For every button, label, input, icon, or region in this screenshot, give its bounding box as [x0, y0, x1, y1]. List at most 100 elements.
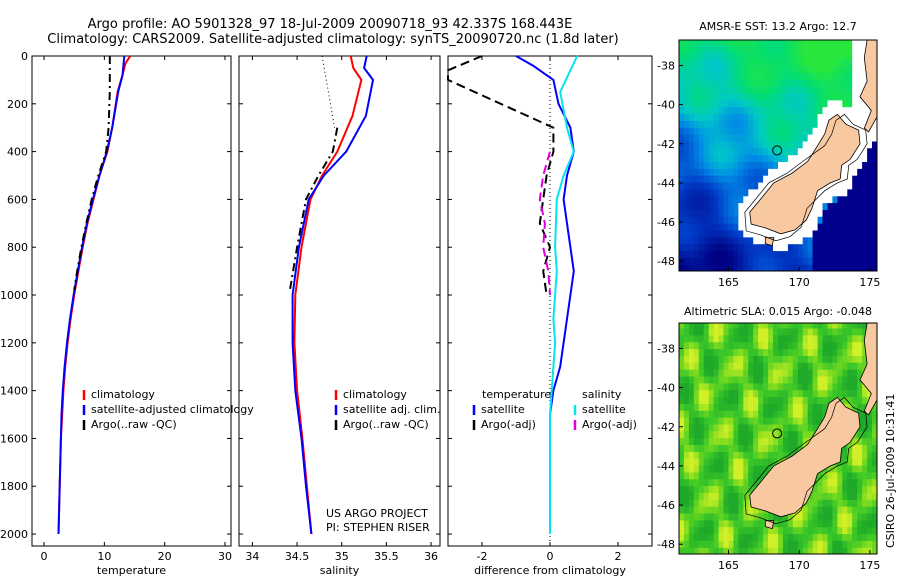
map-cell	[738, 396, 744, 404]
map-cell	[872, 161, 877, 169]
map-cell	[679, 499, 685, 507]
map-cell	[683, 323, 690, 329]
map-cell	[852, 499, 858, 507]
map-cell	[758, 168, 764, 176]
map-cell	[857, 229, 863, 238]
map-cell	[758, 327, 764, 336]
map-cell	[782, 120, 789, 128]
map-cell	[872, 458, 877, 466]
map-cell	[832, 40, 838, 46]
map-cell	[753, 348, 759, 356]
map-cell	[847, 236, 853, 245]
map-cell	[708, 140, 715, 149]
map-cell	[693, 236, 700, 245]
map-cell	[797, 403, 804, 411]
map-cell	[703, 533, 710, 541]
x-tick-label: 175	[859, 559, 880, 572]
map-cell	[718, 250, 725, 258]
map-cell	[822, 485, 828, 493]
map-cell	[723, 375, 729, 384]
map-cell	[812, 209, 819, 217]
map-cell	[758, 58, 764, 67]
map-cell	[807, 58, 814, 67]
map-cell	[728, 134, 734, 142]
map-cell	[693, 369, 700, 377]
map-cell	[797, 154, 804, 162]
map-cell	[778, 168, 784, 176]
map-cell	[842, 547, 848, 554]
map-cell	[877, 499, 883, 507]
map-cell	[768, 168, 774, 176]
map-cell	[787, 547, 794, 554]
map-cell	[758, 512, 764, 521]
map-cell	[847, 250, 853, 258]
map-cell	[708, 168, 715, 176]
map-cell	[728, 92, 734, 101]
map-cell	[753, 430, 759, 439]
map-cell	[683, 458, 690, 466]
map-cell	[703, 323, 710, 329]
map-cell	[738, 106, 744, 115]
map-cell	[693, 229, 700, 238]
map-cell	[708, 519, 715, 528]
map-cell	[738, 79, 744, 87]
map-cell	[753, 92, 759, 101]
map-cell	[768, 341, 774, 350]
map-cell	[698, 250, 705, 258]
figure-title-line1: Argo profile: AO 5901328_97 18-Jul-2009 …	[88, 17, 573, 32]
map-cell	[713, 106, 720, 115]
map-cell	[723, 161, 729, 169]
map-cell	[679, 389, 685, 398]
map-cell	[802, 348, 809, 356]
map-cell	[683, 106, 690, 115]
map-cell	[743, 86, 749, 94]
map-cell	[837, 86, 843, 94]
map-cell	[753, 526, 759, 535]
map-cell	[718, 243, 725, 252]
map-cell	[867, 464, 873, 473]
map-cell	[718, 458, 725, 466]
map-cell	[708, 540, 715, 548]
map-cell	[718, 499, 725, 507]
map-cell	[718, 430, 725, 439]
map-cell	[718, 403, 725, 411]
map-cell	[708, 202, 715, 210]
map-cell	[812, 519, 819, 528]
map-cell	[688, 195, 695, 204]
map-cell	[862, 223, 868, 231]
map-cell	[787, 92, 794, 101]
map-cell	[862, 362, 868, 370]
map-cell	[728, 323, 734, 329]
map-cell	[679, 437, 685, 445]
map-cell	[698, 506, 705, 514]
y-tick-label: 1200	[0, 337, 28, 350]
map-cell	[763, 250, 769, 258]
map-cell	[867, 154, 873, 162]
map-cell	[802, 389, 809, 398]
map-cell	[773, 334, 779, 343]
map-cell	[733, 79, 739, 87]
map-cell	[867, 540, 873, 548]
map-cell	[807, 341, 814, 350]
map-cell	[679, 202, 685, 210]
map-cell	[847, 506, 853, 514]
map-cell	[723, 423, 729, 432]
map-cell	[842, 92, 848, 101]
map-cell	[857, 348, 863, 356]
map-cell	[753, 44, 759, 53]
y-tick-label: -46	[657, 216, 675, 229]
map-cell	[758, 323, 764, 329]
map-cell	[693, 154, 700, 162]
map-cell	[743, 410, 749, 418]
map-cell	[723, 451, 729, 459]
map-cell	[758, 410, 764, 418]
map-cell	[703, 471, 710, 480]
map-cell	[852, 403, 858, 411]
map-cell	[713, 44, 720, 53]
map-cell	[688, 506, 695, 514]
map-cell	[807, 51, 814, 60]
map-cell	[723, 369, 729, 377]
map-cell	[768, 410, 774, 418]
map-cell	[802, 44, 809, 53]
map-cell	[773, 526, 779, 535]
